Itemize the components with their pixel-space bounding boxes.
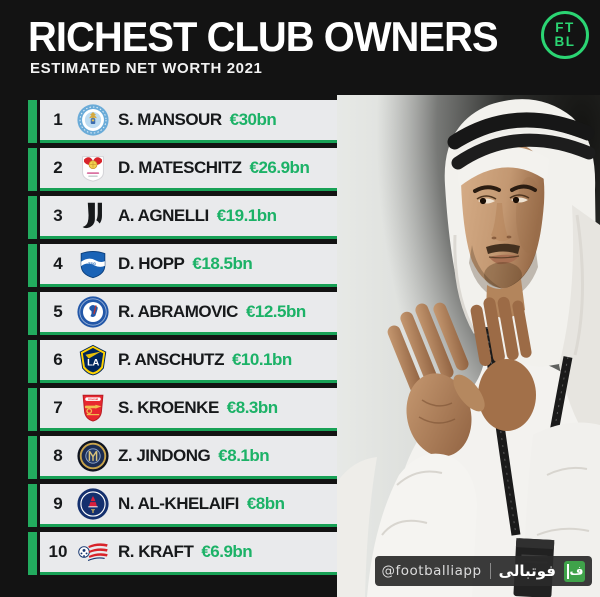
net-worth-value: €6.9bn	[201, 542, 253, 561]
juventus-crest-icon	[76, 199, 110, 233]
net-worth-value: €30bn	[229, 110, 277, 129]
ne-revolution-crest-icon	[76, 535, 110, 569]
la-galaxy-crest-icon: LA	[76, 343, 110, 377]
watermark-handle: @footballiapp	[381, 563, 482, 579]
page-title: RICHEST CLUB OWNERS	[28, 13, 499, 60]
ftbl-logo: FT BL	[541, 11, 589, 59]
ranking-row: 1 S. MANSOUR €30bn	[28, 100, 338, 143]
net-worth-value: €12.5bn	[245, 302, 306, 321]
rank-number: 7	[53, 398, 63, 417]
row-accent-bar	[28, 244, 37, 287]
owner-name: N. AL-KHELAIFI	[118, 494, 239, 513]
row-box: 3 A. AGNELLI €19.1bn	[40, 196, 338, 239]
row-box: 8 Z. JINDONG €8.1bn	[40, 436, 338, 479]
owner-photo-illustration	[337, 95, 600, 597]
agal-band	[447, 112, 596, 170]
psg-crest-icon	[76, 487, 110, 521]
row-box: 1 S. MANSOUR €30bn	[40, 100, 338, 143]
owner-name: D. HOPP	[118, 254, 185, 273]
ranking-row: 10 R. KRAFT €6.9bn	[28, 532, 338, 575]
rank-number: 6	[53, 350, 63, 369]
svg-text:Arsenal: Arsenal	[88, 397, 98, 401]
rank-number: 9	[53, 494, 63, 513]
owner-photo	[337, 95, 600, 597]
row-accent-bar	[28, 436, 37, 479]
net-worth-value: €26.9bn	[249, 158, 310, 177]
net-worth-value: €8.1bn	[218, 446, 270, 465]
watermark-badge: @footballiapp فوتبالی ف	[374, 556, 592, 586]
owner-name: P. ANSCHUTZ	[118, 350, 224, 369]
watermark-divider	[489, 563, 491, 579]
owner-name: Z. JINDONG	[118, 446, 211, 465]
ranking-row: 4 TSG D. HOPP €18.5bn	[28, 244, 338, 287]
owner-name: A. AGNELLI	[118, 206, 209, 225]
ftbl-logo-line1: FT	[555, 20, 575, 35]
row-accent-bar	[28, 532, 37, 575]
svg-text:TSG: TSG	[88, 262, 96, 266]
net-worth-value: €8.3bn	[226, 398, 278, 417]
row-box: 10 R. KRAFT €6.9bn	[40, 532, 338, 575]
row-accent-bar	[28, 148, 37, 191]
net-worth-value: €10.1bn	[231, 350, 292, 369]
row-accent-bar	[28, 196, 37, 239]
owner-name: R. KRAFT	[118, 542, 194, 561]
row-box: 6 LA P. ANSCHUTZ €10.1bn	[40, 340, 338, 383]
chelsea-crest-icon	[76, 295, 110, 329]
rank-number: 1	[53, 110, 63, 129]
row-accent-bar	[28, 292, 37, 335]
hoffenheim-crest-icon: TSG	[76, 247, 110, 281]
ranking-row: 2 D. MATESCHITZ €26.9bn	[28, 148, 338, 191]
ranking-row: 5 R. ABRAMOVIC €12.5bn	[28, 292, 338, 335]
owner-name: S. KROENKE	[118, 398, 219, 417]
rank-number: 8	[53, 446, 63, 465]
row-accent-bar	[28, 484, 37, 527]
footballi-app-icon: ف	[564, 560, 585, 582]
row-box: 4 TSG D. HOPP €18.5bn	[40, 244, 338, 287]
row-box: 9 N. AL-KHELAIFI €8bn	[40, 484, 338, 527]
ranking-row: 6 LA P. ANSCHUTZ €10.1bn	[28, 340, 338, 383]
ftbl-logo-line2: BL	[554, 34, 576, 49]
net-worth-value: €8bn	[246, 494, 285, 513]
rank-number: 4	[53, 254, 63, 273]
clapping-hands	[387, 296, 536, 457]
rb-leipzig-crest-icon	[76, 151, 110, 185]
svg-text:LA: LA	[87, 358, 99, 369]
manchester-city-crest-icon	[76, 103, 110, 137]
rank-number: 3	[53, 206, 63, 225]
rank-number: 2	[53, 158, 63, 177]
watermark-app-name: فوتبالی	[498, 562, 556, 580]
ranking-row: 8 Z. JINDONG €8.1bn	[28, 436, 338, 479]
owner-name: D. MATESCHITZ	[118, 158, 242, 177]
ranking-row: 7 Arsenal S. KROENKE €8.3bn	[28, 388, 338, 431]
owner-name: R. ABRAMOVIC	[118, 302, 238, 321]
row-box: 7 Arsenal S. KROENKE €8.3bn	[40, 388, 338, 431]
row-box: 2 D. MATESCHITZ €26.9bn	[40, 148, 338, 191]
row-accent-bar	[28, 388, 37, 431]
row-box: 5 R. ABRAMOVIC €12.5bn	[40, 292, 338, 335]
ranking-row: 3 A. AGNELLI €19.1bn	[28, 196, 338, 239]
owner-name: S. MANSOUR	[118, 110, 222, 129]
page-subtitle: ESTIMATED NET WORTH 2021	[30, 60, 263, 77]
inter-milan-crest-icon	[76, 439, 110, 473]
rank-number: 5	[53, 302, 63, 321]
arsenal-crest-icon: Arsenal	[76, 391, 110, 425]
net-worth-value: €18.5bn	[192, 254, 253, 273]
row-accent-bar	[28, 340, 37, 383]
net-worth-value: €19.1bn	[216, 206, 277, 225]
ranking-list: 1 S. MANSOUR €30bn 2 D. MATESCHITZ €26.9…	[28, 100, 338, 580]
row-accent-bar	[28, 100, 37, 143]
footballi-app-letter: ف	[569, 564, 584, 578]
ranking-row: 9 N. AL-KHELAIFI €8bn	[28, 484, 338, 527]
rank-number: 10	[48, 542, 68, 561]
